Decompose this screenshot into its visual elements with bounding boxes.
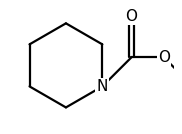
Text: O: O: [125, 9, 137, 24]
Text: O: O: [158, 50, 170, 65]
Text: N: N: [97, 79, 108, 94]
